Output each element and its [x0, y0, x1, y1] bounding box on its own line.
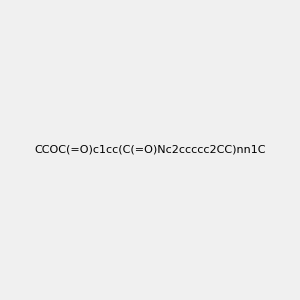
Text: CCOC(=O)c1cc(C(=O)Nc2ccccc2CC)nn1C: CCOC(=O)c1cc(C(=O)Nc2ccccc2CC)nn1C	[34, 145, 266, 155]
